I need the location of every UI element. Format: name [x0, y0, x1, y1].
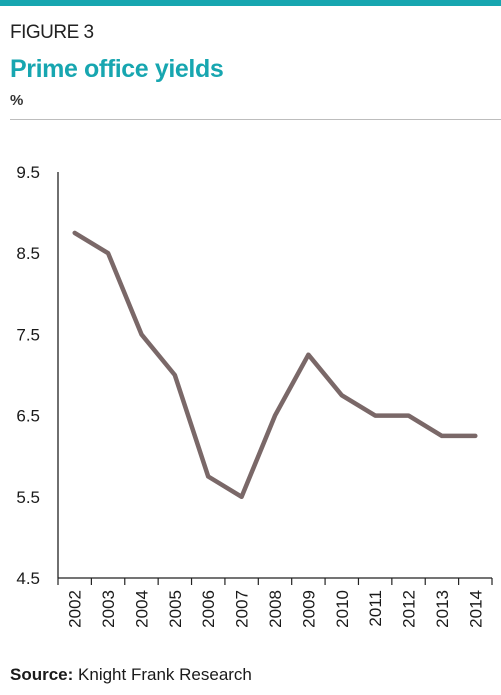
figure-label: FIGURE 3	[10, 22, 94, 43]
x-tick-label: 2008	[266, 590, 285, 628]
yield-series-line	[72, 230, 478, 500]
x-tick-label: 2009	[299, 590, 318, 628]
x-tick-label: 2003	[99, 590, 118, 628]
x-tick-label: 2007	[233, 590, 252, 628]
x-tick-label: 2012	[400, 590, 419, 628]
x-tick-label: 2014	[466, 590, 485, 628]
y-tick-label: 6.5	[16, 407, 40, 426]
x-tick-label: 2005	[166, 590, 185, 628]
y-tick-label: 4.5	[16, 569, 40, 588]
x-tick-label: 2006	[199, 590, 218, 628]
source-label: Source:	[10, 665, 74, 684]
y-tick-label: 7.5	[16, 325, 40, 344]
source-text: Knight Frank Research	[78, 665, 252, 684]
x-tick-label: 2002	[66, 590, 85, 628]
chart-title: Prime office yields	[10, 55, 224, 83]
x-tick-label: 2013	[433, 590, 452, 628]
source-note: Source: Knight Frank Research	[10, 665, 252, 685]
x-tick-label: 2011	[366, 590, 385, 627]
x-tick-label: 2004	[132, 590, 151, 628]
unit-label: %	[10, 92, 24, 109]
top-accent-rule	[0, 0, 501, 6]
y-tick-label: 5.5	[16, 488, 40, 507]
line-chart: 9.5 8.5 7.5 6.5 5.5 4.5 2002 2003 2004 2005 2006 20…	[16, 163, 493, 628]
y-tick-label: 8.5	[16, 244, 40, 263]
y-tick-label: 9.5	[16, 163, 40, 182]
x-tick-label: 2010	[333, 590, 352, 628]
title-divider	[10, 119, 501, 120]
